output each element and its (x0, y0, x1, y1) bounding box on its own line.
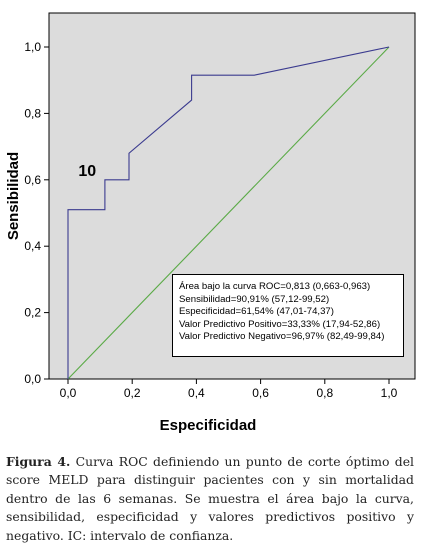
x-tick-label: 0,0 (60, 386, 77, 400)
cutoff-annotation: 10 (78, 163, 96, 180)
stats-line-npv: Valor Predictivo Negativo=96,97% (82,49-… (179, 331, 385, 343)
x-axis-title: Especificidad (160, 417, 257, 434)
y-tick-label: 0,2 (24, 306, 41, 320)
y-tick-label: 0,6 (24, 173, 41, 187)
stats-line-ppv: Valor Predictivo Positivo=33,33% (17,94-… (179, 318, 381, 330)
x-tick-label: 0,8 (316, 386, 333, 400)
x-tick-label: 0,6 (252, 386, 269, 400)
x-tick-label: 0,2 (124, 386, 141, 400)
chart-svg: 0,0 0,2 0,4 0,6 0,8 1,0 0,0 0,2 0,4 0,6 0,8 1,0 10 Es… (5, 12, 416, 434)
x-tick-label: 1,0 (381, 386, 398, 400)
y-tick-label: 0,8 (24, 106, 41, 120)
y-axis-title: Sensibilidad (5, 152, 22, 240)
caption-text: Curva ROC definiendo un punto de corte ó… (6, 454, 415, 543)
stats-line-specificity: Especificidad=61,54% (47,01-74,37) (179, 306, 334, 318)
y-tick-label: 1,0 (24, 40, 41, 54)
stats-box: Área bajo la curva ROC=0,813 (0,663-0,96… (172, 274, 404, 357)
figure-caption: Figura 4. Curva ROC definiendo un punto … (6, 453, 414, 545)
y-tick-label: 0,4 (24, 239, 41, 253)
x-tick-label: 0,4 (188, 386, 205, 400)
y-tick-label: 0,0 (24, 372, 41, 386)
stats-line-auc: Área bajo la curva ROC=0,813 (0,663-0,96… (179, 281, 371, 292)
stats-line-sensitivity: Sensibilidad=90,91% (57,12-99,52) (179, 293, 330, 305)
roc-chart: 0,0 0,2 0,4 0,6 0,8 1,0 0,0 0,2 0,4 0,6 0,8 1,0 10 Es… (5, 12, 416, 434)
caption-label: Figura 4. (6, 454, 71, 469)
roc-curve-line (67, 46, 390, 379)
reference-diagonal-line (67, 46, 390, 380)
